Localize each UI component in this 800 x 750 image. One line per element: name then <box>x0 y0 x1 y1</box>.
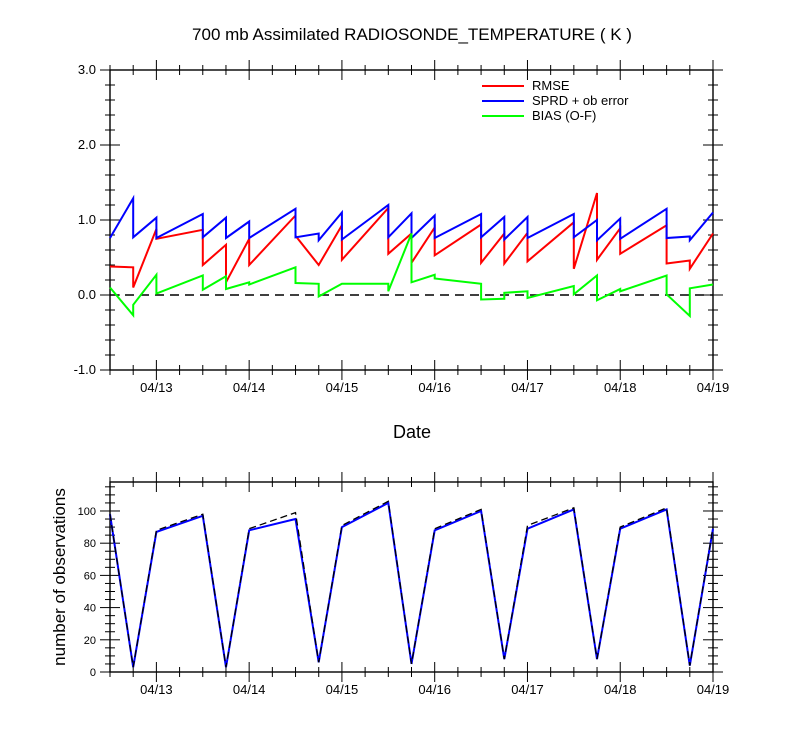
top-y-tick-label: 3.0 <box>78 62 96 77</box>
bottom-plot-frame <box>109 481 714 673</box>
top-x-tick-label: 04/13 <box>140 380 173 395</box>
top-x-tick-label: 04/16 <box>418 380 451 395</box>
top-x-tick-label: 04/14 <box>233 380 266 395</box>
top-legend-label: SPRD + ob error <box>532 93 629 108</box>
bottom-x-tick-label: 04/13 <box>140 682 173 697</box>
top-series-sprd-ob-error <box>109 194 714 244</box>
top-legend-label: BIAS (O-F) <box>532 108 596 123</box>
top-y-tick-label: -1.0 <box>74 362 96 377</box>
bottom-x-tick-label: 04/17 <box>511 682 544 697</box>
top-chart-x-axis-label: Date <box>393 422 431 442</box>
top-x-tick-label: 04/15 <box>326 380 359 395</box>
bottom-y-tick-label: 80 <box>84 538 96 550</box>
bottom-y-tick-label: 20 <box>84 635 96 647</box>
top-series-bias-o-f <box>109 233 714 319</box>
bottom-x-tick-label: 04/19 <box>697 682 730 697</box>
top-legend-label: RMSE <box>532 78 570 93</box>
bottom-chart-y-axis-label: number of observations <box>50 488 69 666</box>
top-y-tick-label: 1.0 <box>78 212 96 227</box>
bottom-y-tick-label: 40 <box>84 603 96 615</box>
bottom-series-series-0 <box>109 501 714 668</box>
bottom-y-tick-label: 100 <box>78 506 96 518</box>
top-x-tick-label: 04/18 <box>604 380 637 395</box>
top-chart-title: 700 mb Assimilated RADIOSONDE_TEMPERATUR… <box>192 25 632 44</box>
bottom-x-tick-label: 04/14 <box>233 682 266 697</box>
bottom-series-series-1 <box>109 500 714 668</box>
bottom-y-tick-label: 60 <box>84 570 96 582</box>
top-chart: 04/13 04/14 04/15 04/16 04/17 04/18 04/19 -1.0 0… <box>74 60 730 395</box>
top-x-tick-label: 04/19 <box>697 380 730 395</box>
top-x-tick-label: 04/17 <box>511 380 544 395</box>
bottom-y-tick-label: 0 <box>90 667 96 679</box>
top-y-tick-label: 0.0 <box>78 287 96 302</box>
bottom-x-tick-label: 04/15 <box>326 682 359 697</box>
bottom-x-tick-label: 04/18 <box>604 682 637 697</box>
top-y-tick-label: 2.0 <box>78 137 96 152</box>
bottom-chart: 04/13 04/14 04/15 04/16 04/17 04/18 04/19 0 20 40… <box>78 472 730 697</box>
bottom-x-tick-label: 04/16 <box>418 682 451 697</box>
